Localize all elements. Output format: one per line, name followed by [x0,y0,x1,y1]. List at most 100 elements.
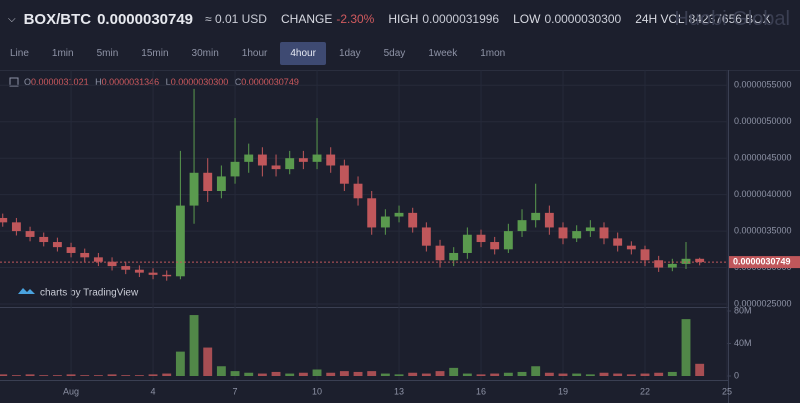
last-price-label: 0.0000030749 [733,256,791,266]
candle-body [66,247,76,253]
timeframe-button[interactable]: 5day [383,47,406,59]
legend-low: 0.0000030300 [171,77,229,87]
legend-key: C [235,77,242,87]
volume-bar [667,371,677,376]
volume-bar [380,373,390,376]
volume-bar [626,374,636,376]
toolbar: Line 1min 5min 15min 30min 1hour 4hour 1day 5day… [0,40,800,66]
volume-bar [25,374,35,376]
candle-body [0,217,8,223]
candle-body [353,183,363,199]
candle-body [380,216,390,228]
volume-bar [585,374,595,376]
volume-bar [134,375,144,376]
price-axis-line [728,70,729,403]
volume-bar [476,374,486,376]
volume-bar [394,374,404,376]
volume-bar [681,319,691,376]
y-tick-label: 0.0000055000 [734,80,792,90]
timeframe-button[interactable]: 1day [338,47,361,59]
pair[interactable]: BOX/BTC [23,10,92,28]
timeframe-button[interactable]: 1hour [241,47,268,59]
candle-body [585,227,595,232]
candle-body [230,161,240,177]
volume-bar [121,375,131,376]
candle-body [121,266,131,270]
candle-body [449,252,459,261]
timeframe-button[interactable]: 5min [96,47,119,59]
candle-body [312,154,322,162]
candle-body [52,242,62,248]
candle-body [11,222,21,232]
caret[interactable]: ⌵ [8,13,16,25]
x-tick-label: Aug [63,386,79,396]
candle-body [558,227,568,239]
price: 0.0000030749 [97,10,194,28]
candle-body [80,252,90,258]
candle-body [93,257,103,262]
candle-body [25,231,35,237]
candle-body [421,227,431,246]
high-label: HIGH [388,12,419,26]
volume-bar [339,371,349,376]
candle-body [189,172,199,206]
candle-body [599,227,609,239]
candle-body [107,261,117,267]
volume-bar [257,373,267,376]
timeframe-button[interactable]: 1mon [480,47,506,59]
candle-body [476,234,486,243]
candle-body [244,154,254,162]
candle-body [394,212,404,217]
low: 0.0000030300 [544,12,622,26]
watermark: Huobi Global [674,8,790,30]
candle-body [408,212,418,228]
volume-bar [558,373,568,376]
candle-body [517,220,527,232]
candle-body [613,238,623,246]
volume-tick-label: 80M [734,305,752,315]
volume-bar [531,366,541,376]
volume-bar [421,373,431,376]
candle-body [148,272,158,275]
vol-label: 24H VOL [635,12,685,26]
x-tick-label: 13 [394,386,404,396]
volume-bar [326,372,336,376]
y-tick-label: 0.0000040000 [734,189,792,199]
candle-body [203,172,213,191]
volume-bar [312,369,322,376]
candle-body [681,258,691,264]
timeframe-button[interactable]: 15min [141,47,169,59]
volume-bar [517,371,527,376]
candle-body [640,249,650,261]
legend-high: 0.0000031346 [102,77,160,87]
timeframe-button[interactable]: 4hour [280,41,326,65]
volume-bar [435,371,445,376]
candle-body [572,231,582,239]
volume-bar [244,372,254,376]
timeframe-button[interactable]: Line [10,47,29,59]
change: -2.30% [336,12,375,26]
candle-body [339,165,349,184]
timeframe-button[interactable]: 1week [428,47,458,59]
x-tick-label: 25 [722,386,732,396]
candle-body [162,274,172,277]
volume-bar [52,375,62,376]
y-tick-label: 0.0000050000 [734,116,792,126]
x-tick-label: 19 [558,386,568,396]
x-tick-label: 16 [476,386,486,396]
volume-bar [80,375,90,376]
candle-body [490,242,500,250]
candle-body [503,231,513,250]
candle-body [216,176,226,191]
legend-toggle[interactable] [9,77,19,87]
timeframe-button[interactable]: 30min [191,47,219,59]
candle-body [654,260,664,268]
timeframe-button[interactable]: 1min [51,47,74,59]
credit[interactable]: charts by TradingView [40,288,139,299]
candle-body [626,245,636,250]
usd: ≈ 0.01 USD [205,12,267,26]
volume-bar [353,371,363,376]
ohlc-legend: O0.0000031021 H0.0000031346 L0.000003030… [24,77,299,87]
volume-bar [162,373,172,376]
